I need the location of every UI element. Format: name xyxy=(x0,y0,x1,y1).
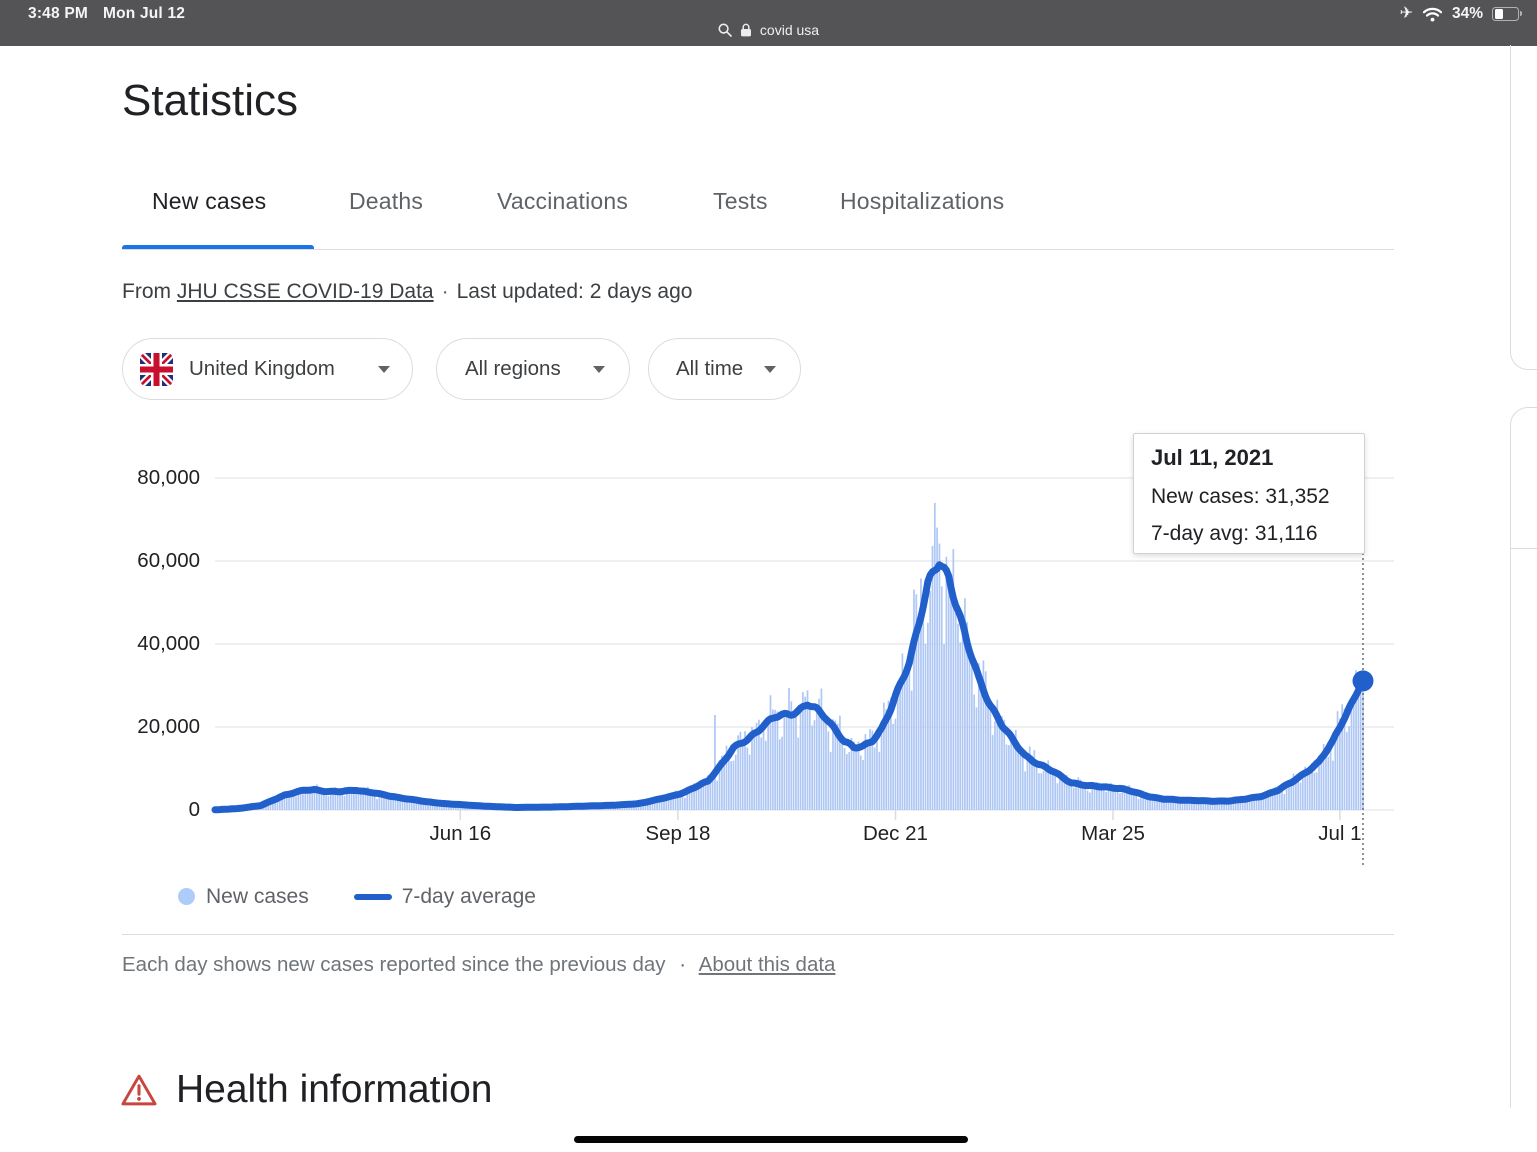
last-updated: Last updated: 2 days ago xyxy=(456,280,693,303)
legend-new-cases-label: New cases xyxy=(206,884,309,908)
covid-cases-chart[interactable] xyxy=(0,430,1537,890)
home-indicator-bar[interactable] xyxy=(574,1136,968,1143)
chart-tooltip: Jul 11, 2021 New cases: 31,352 7-day avg… xyxy=(1133,433,1365,554)
time-filter-chip[interactable]: All time xyxy=(648,338,801,400)
wifi-icon xyxy=(1422,7,1443,22)
dot-separator: · xyxy=(679,953,687,976)
airplane-mode-icon: ✈ xyxy=(1399,5,1413,22)
tooltip-date: Jul 11, 2021 xyxy=(1151,445,1274,470)
tab-tests[interactable]: Tests xyxy=(713,188,768,214)
source-link[interactable]: JHU CSSE COVID-19 Data xyxy=(176,280,434,303)
tab-vaccinations[interactable]: Vaccinations xyxy=(497,188,629,214)
x-axis-label: Mar 25 xyxy=(1081,822,1145,845)
y-axis-label: 80,000 xyxy=(137,466,200,489)
x-axis-label: Jun 16 xyxy=(429,822,492,845)
chart-legend: New cases 7-day average xyxy=(178,884,536,909)
region-filter-label: All regions xyxy=(465,357,561,380)
address-bar[interactable]: covid usa xyxy=(0,22,1537,38)
tab-new-cases[interactable]: New cases xyxy=(152,188,267,214)
status-left: 3:48 PM Mon Jul 12 xyxy=(28,5,185,23)
legend-divider xyxy=(122,934,1394,935)
health-section-title: Health information xyxy=(176,1068,493,1111)
time-filter-label: All time xyxy=(676,357,744,380)
side-card-edge xyxy=(1510,45,1537,370)
country-filter-chip[interactable]: United Kingdom xyxy=(122,338,413,400)
seven-day-average-line xyxy=(211,561,1367,814)
lock-icon xyxy=(740,23,752,37)
side-card-divider xyxy=(1511,548,1537,549)
highlight-point xyxy=(1352,670,1374,692)
x-axis-label: Dec 21 xyxy=(862,822,928,845)
health-information-section: Health information xyxy=(120,1068,493,1112)
dot-separator: · xyxy=(441,280,449,303)
new-cases-bars xyxy=(214,502,1364,810)
y-axis-label: 20,000 xyxy=(137,715,200,738)
avg-line-swatch xyxy=(353,893,392,900)
y-axis-label: 40,000 xyxy=(137,632,200,655)
search-icon xyxy=(718,23,732,37)
status-right: ✈ 34% xyxy=(1399,5,1522,23)
tab-hospitalizations[interactable]: Hospitalizations xyxy=(840,188,1005,214)
warning-triangle-icon xyxy=(120,1073,158,1107)
active-tab-underline xyxy=(122,245,314,249)
country-filter-label: United Kingdom xyxy=(189,357,335,380)
chevron-down-icon xyxy=(378,365,390,373)
tab-deaths[interactable]: Deaths xyxy=(349,188,424,214)
y-axis-label: 0 xyxy=(188,798,200,821)
region-filter-chip[interactable]: All regions xyxy=(436,338,630,400)
legend-avg-label: 7-day average xyxy=(401,884,536,908)
status-bar: 3:48 PM Mon Jul 12 covid usa ✈ 34% xyxy=(0,0,1537,46)
chevron-down-icon xyxy=(764,365,776,373)
uk-flag-icon xyxy=(140,352,173,386)
data-source-line: From JHU CSSE COVID-19 Data · Last updated… xyxy=(122,280,692,304)
battery-percent: 34% xyxy=(1451,5,1483,22)
tabs-divider xyxy=(122,249,1394,250)
chevron-down-icon xyxy=(593,365,605,373)
address-text: covid usa xyxy=(759,22,820,38)
tooltip-new-cases: New cases: 31,352 xyxy=(1151,485,1330,508)
x-axis-label: Sep 18 xyxy=(645,822,711,845)
tooltip-avg: 7-day avg: 31,116 xyxy=(1151,522,1318,545)
footnote-text: Each day shows new cases reported since … xyxy=(122,953,666,976)
y-axis-label: 60,000 xyxy=(137,549,200,572)
clock-date: Mon Jul 12 xyxy=(102,5,186,22)
about-this-data-link[interactable]: About this data xyxy=(698,953,836,976)
page-title: Statistics xyxy=(122,76,299,125)
battery-icon xyxy=(1492,6,1522,22)
source-prefix: From xyxy=(122,280,171,303)
clock-time: 3:48 PM xyxy=(28,5,88,22)
chart-footnote: Each day shows new cases reported since … xyxy=(122,953,835,977)
x-axis-label: Jul 1 xyxy=(1318,822,1362,845)
side-card-edge xyxy=(1510,407,1537,1108)
new-cases-dot-swatch xyxy=(178,888,195,905)
